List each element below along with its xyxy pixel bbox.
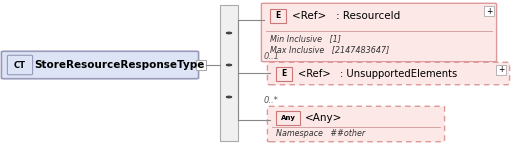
Bar <box>196 60 206 70</box>
FancyBboxPatch shape <box>7 55 32 75</box>
Text: Max Inclusive   [2147483647]: Max Inclusive [2147483647] <box>270 46 389 54</box>
Text: Any: Any <box>281 115 296 121</box>
Text: +: + <box>498 66 504 74</box>
Text: 0..1: 0..1 <box>264 52 280 61</box>
Text: <Ref>   : ResourceId: <Ref> : ResourceId <box>292 11 400 21</box>
Bar <box>496 65 506 75</box>
Bar <box>270 9 286 23</box>
Text: E: E <box>276 12 281 20</box>
Text: Namespace   ##other: Namespace ##other <box>276 130 365 139</box>
Text: <Any>: <Any> <box>305 113 342 123</box>
Text: E: E <box>281 69 287 79</box>
Circle shape <box>227 96 232 98</box>
Bar <box>276 67 292 81</box>
Text: <Ref>   : UnsupportedElements: <Ref> : UnsupportedElements <box>298 69 457 79</box>
Text: CT: CT <box>14 60 26 69</box>
Circle shape <box>227 64 232 66</box>
Text: StoreResourceResponseType: StoreResourceResponseType <box>34 60 204 70</box>
Text: 0..*: 0..* <box>264 96 279 105</box>
FancyBboxPatch shape <box>2 51 199 79</box>
Text: +: + <box>486 7 492 15</box>
Bar <box>276 111 300 125</box>
Circle shape <box>227 32 232 34</box>
FancyBboxPatch shape <box>267 62 509 85</box>
Bar <box>484 6 494 16</box>
Bar <box>220 5 238 141</box>
FancyBboxPatch shape <box>267 106 444 142</box>
FancyBboxPatch shape <box>262 3 496 62</box>
Text: Min Inclusive   [1]: Min Inclusive [1] <box>270 34 341 44</box>
